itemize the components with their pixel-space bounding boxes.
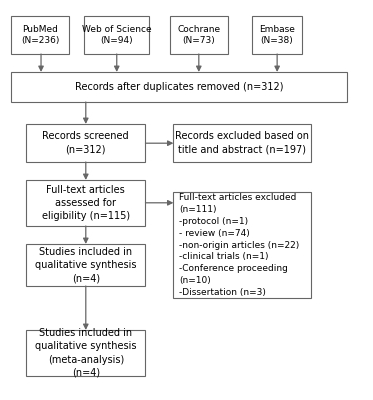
Text: Records screened
(n=312): Records screened (n=312) [43, 131, 129, 154]
FancyBboxPatch shape [252, 16, 302, 54]
FancyBboxPatch shape [11, 72, 347, 102]
Text: Records after duplicates removed (n=312): Records after duplicates removed (n=312) [75, 82, 283, 92]
FancyBboxPatch shape [173, 192, 311, 298]
Text: Full-text articles
assessed for
eligibility (n=115): Full-text articles assessed for eligibil… [42, 185, 130, 221]
Text: Cochrane
(N=73): Cochrane (N=73) [177, 25, 220, 45]
FancyBboxPatch shape [84, 16, 149, 54]
FancyBboxPatch shape [26, 244, 145, 286]
Text: Studies included in
qualitative synthesis
(meta-analysis)
(n=4): Studies included in qualitative synthesi… [35, 328, 137, 378]
FancyBboxPatch shape [11, 16, 69, 54]
FancyBboxPatch shape [173, 124, 311, 162]
Text: Full-text articles excluded
(n=111)
-protocol (n=1)
- review (n=74)
-non-origin : Full-text articles excluded (n=111) -pro… [179, 193, 299, 297]
Text: Web of Science
(N=94): Web of Science (N=94) [82, 25, 151, 45]
Text: Studies included in
qualitative synthesis
(n=4): Studies included in qualitative synthesi… [35, 247, 137, 283]
Text: PubMed
(N=236): PubMed (N=236) [21, 25, 59, 45]
FancyBboxPatch shape [26, 180, 145, 226]
FancyBboxPatch shape [26, 330, 145, 376]
FancyBboxPatch shape [170, 16, 228, 54]
FancyBboxPatch shape [26, 124, 145, 162]
Text: Embase
(N=38): Embase (N=38) [259, 25, 295, 45]
Text: Records excluded based on
title and abstract (n=197): Records excluded based on title and abst… [175, 131, 310, 154]
